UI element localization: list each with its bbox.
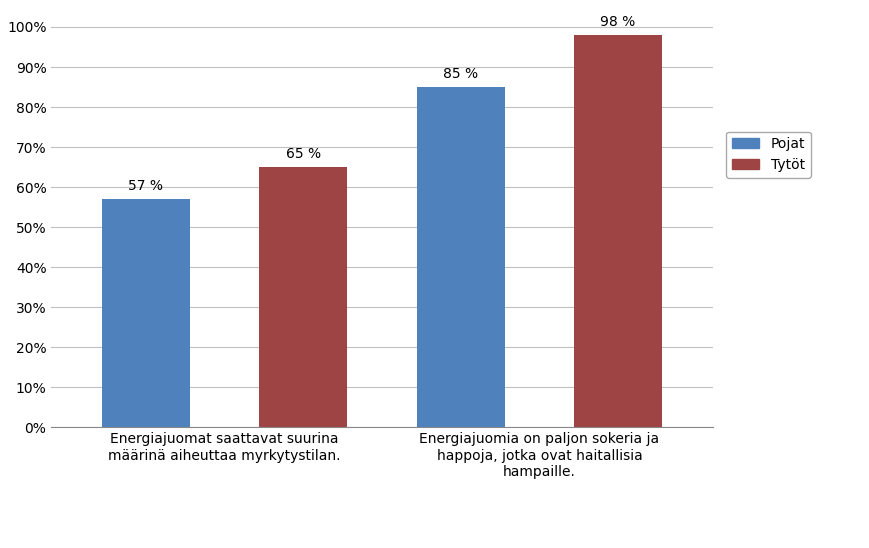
Text: 57 %: 57 % [129,179,163,193]
Bar [574,35,662,427]
Text: 85 %: 85 % [443,67,478,81]
Text: 65 %: 65 % [286,147,321,161]
Text: 98 %: 98 % [600,15,636,29]
Bar [259,167,348,427]
Bar [102,199,189,427]
Legend: Pojat, Tytöt: Pojat, Tytöt [726,132,811,178]
Bar [416,87,505,427]
